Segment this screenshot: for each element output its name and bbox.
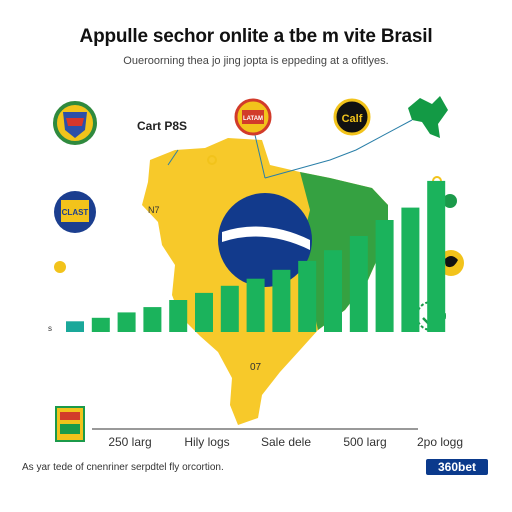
black-logo-label: Calf <box>342 113 363 125</box>
map-text-north: N7 <box>148 205 160 215</box>
x-tick-label: 250 larg <box>108 435 151 449</box>
dot-icon <box>54 261 66 273</box>
connector-line <box>167 149 179 166</box>
brand-logo[interactable]: 360bet <box>426 459 488 475</box>
bar <box>427 180 446 332</box>
black-brand-logo-icon: Calf <box>333 98 371 136</box>
team-logo-icon <box>53 101 97 145</box>
bar <box>298 260 317 332</box>
bar <box>324 250 342 332</box>
leaf-icon <box>443 194 457 208</box>
crest-label: CLAST <box>62 208 89 217</box>
bar <box>66 321 84 332</box>
ticket-card-icon <box>55 406 85 442</box>
bar <box>349 236 368 332</box>
team-crest-icon: CLAST <box>54 191 96 233</box>
bar <box>169 300 188 332</box>
dot-icon <box>207 155 217 165</box>
mini-map-icon <box>408 96 448 138</box>
chart-footnote: As yar tede of cnenriner serpdtel fly or… <box>22 462 224 473</box>
brazil-map-green-region <box>300 172 388 330</box>
flag-band <box>222 226 310 250</box>
red-brand-logo-icon: LATAM <box>234 98 272 136</box>
x-tick-label: Sale dele <box>261 435 311 449</box>
bar <box>91 317 110 332</box>
y-axis-tick: s <box>48 324 52 333</box>
red-logo-label: LATAM <box>243 116 263 122</box>
bar <box>401 207 420 332</box>
map-text-south: 07 <box>250 362 262 373</box>
trend-line <box>264 119 413 179</box>
x-tick-label: 500 larg <box>343 435 386 449</box>
chart-title: Appulle sechor onlite a tbe m vite Brasi… <box>79 26 433 47</box>
bar <box>375 220 394 332</box>
flag-globe <box>218 193 312 287</box>
chart-subtitle: Oueroorning thea jo jing jopta is eppedi… <box>123 55 389 67</box>
bars-group <box>66 180 446 332</box>
x-ticks-group: 250 larg Hily logs Sale dele 500 larg 2po lo… <box>108 435 463 449</box>
cart-label: Cart P8S <box>137 119 187 133</box>
bar <box>195 292 213 332</box>
bar <box>220 285 239 332</box>
bar <box>246 278 265 332</box>
bar <box>272 269 291 332</box>
x-tick-label: Hily logs <box>184 435 229 449</box>
x-tick-label: 2po logg <box>417 435 463 449</box>
bar <box>143 307 162 332</box>
bar <box>117 312 136 332</box>
